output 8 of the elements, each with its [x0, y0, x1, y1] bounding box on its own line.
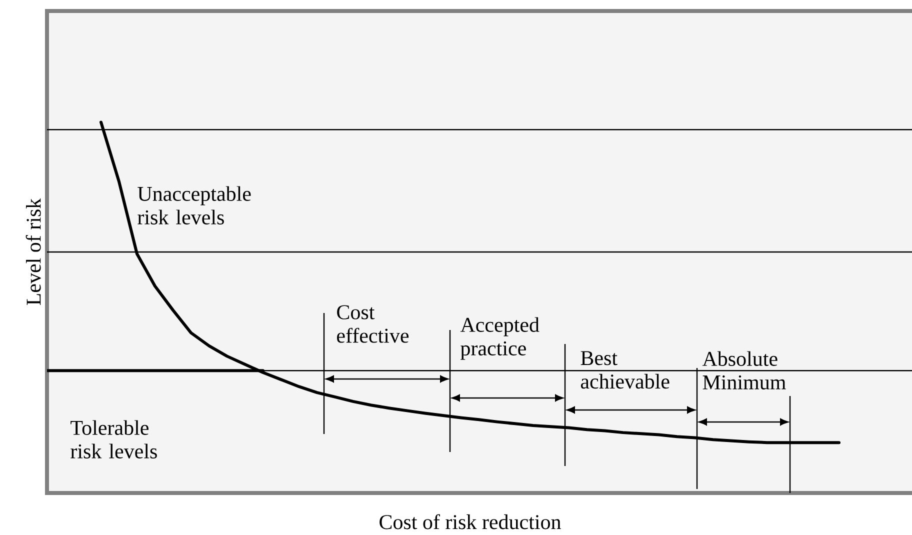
annotation: Tolerable risk levels — [70, 420, 157, 458]
y-axis-title: Level of risk — [26, 198, 41, 306]
annotation: Cost effective — [337, 305, 409, 343]
x-axis-title: Cost of risk reduction — [380, 514, 561, 530]
annotation: Unacceptable risk levels — [138, 186, 251, 224]
annotation: Absolute Minimum — [702, 351, 786, 390]
annotation: Best achievable — [580, 351, 670, 389]
annotation: Accepted practice — [460, 317, 540, 360]
